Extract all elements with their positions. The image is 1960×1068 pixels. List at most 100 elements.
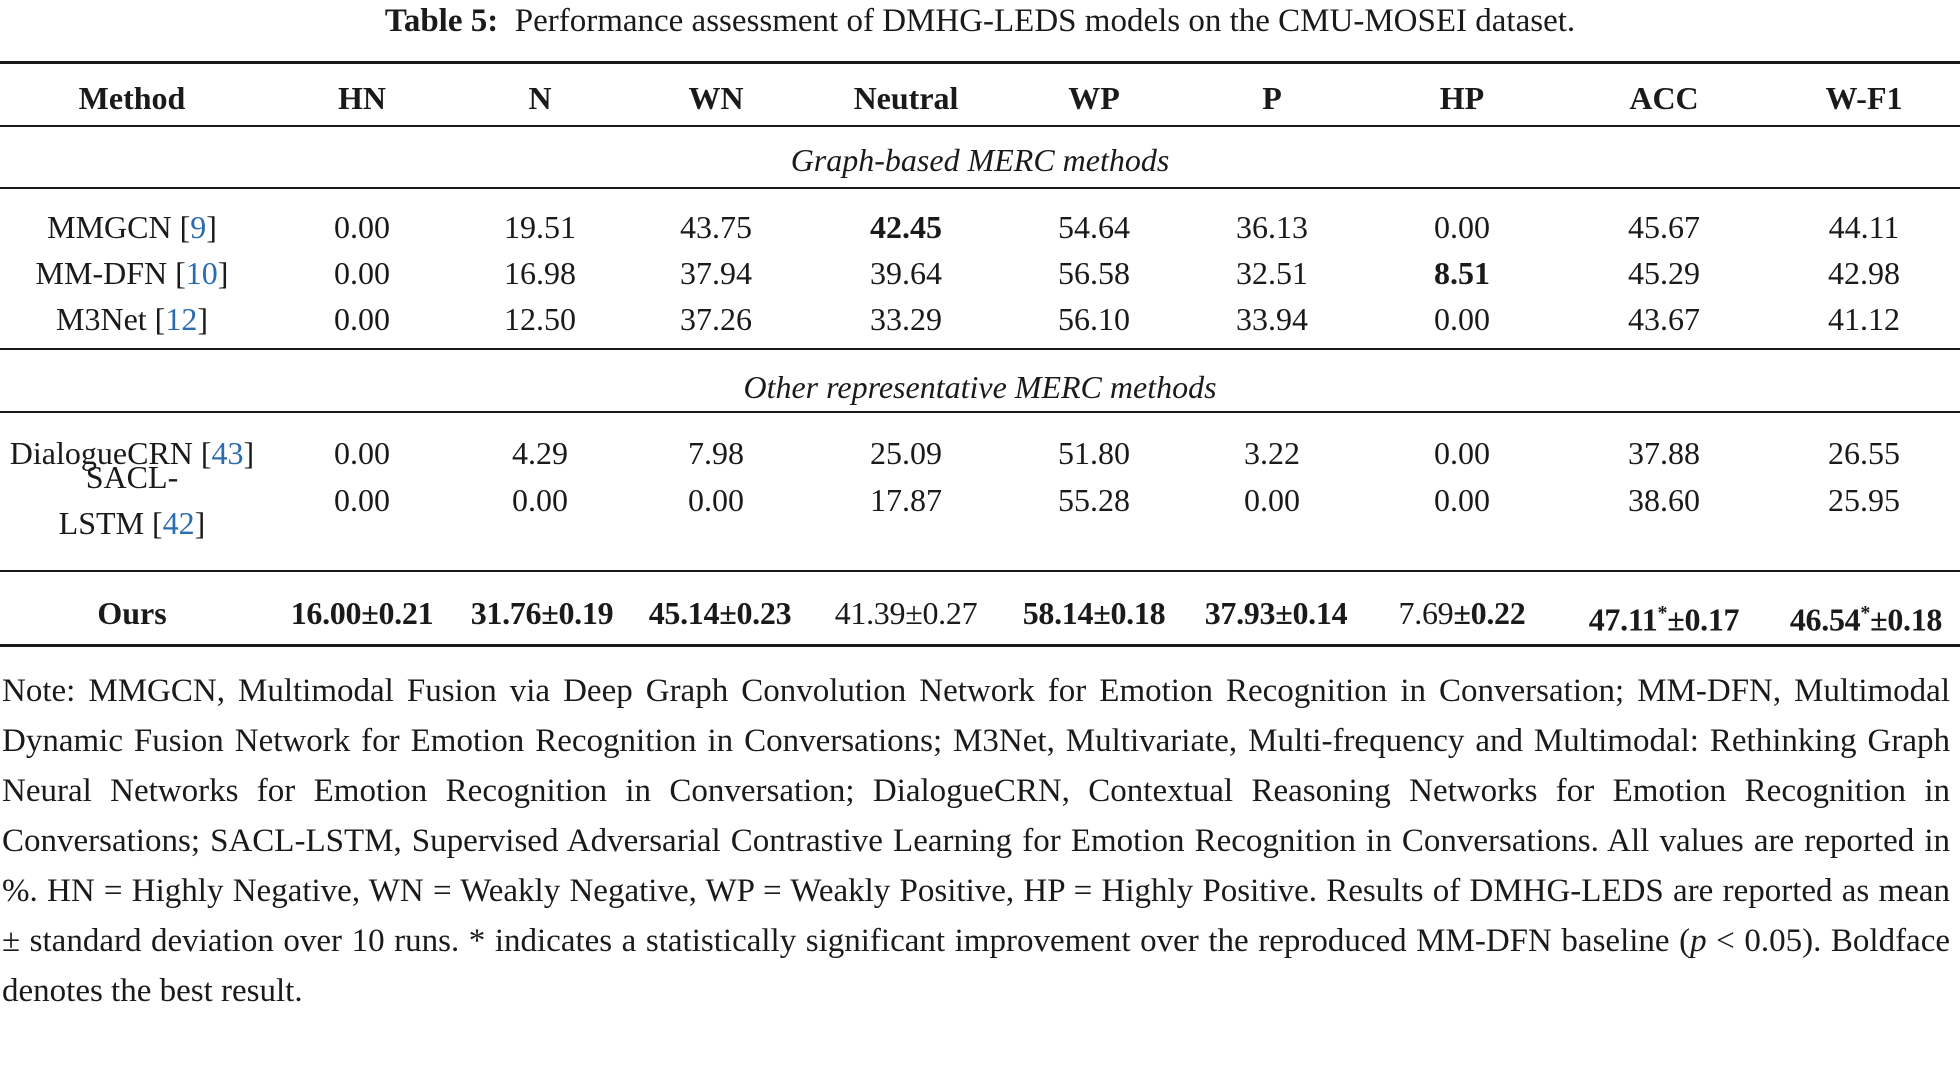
header-hn: HN: [338, 80, 386, 116]
table-cell-w-f1: 41.12: [1828, 301, 1900, 337]
table-cell-p: 0.00: [1244, 482, 1300, 518]
table-caption: Table 5: Performance assessment of DMHG-…: [0, 0, 1960, 44]
method-name-line1: SACL-: [85, 459, 179, 495]
table-cell-hn: 0.00: [334, 482, 390, 518]
table-cell-p: 36.13: [1236, 209, 1308, 245]
table-cell-hp: 0.00: [1434, 301, 1490, 337]
method-name-line2: LSTM [42]: [0, 500, 264, 546]
table-cell-wp: 51.80: [1058, 435, 1130, 471]
ours-std: ±0.18: [1870, 601, 1943, 638]
table-cell-hn: 0.00: [334, 209, 390, 245]
ours-top-rule: [0, 570, 1960, 572]
section-label-1: Graph-based MERC methods: [790, 142, 1170, 178]
table-cell-w-f1: 42.98: [1828, 255, 1900, 291]
significance-star: *: [1657, 602, 1668, 624]
table-cell-n: 4.29: [512, 435, 568, 471]
ours-mean: 16.00: [290, 595, 362, 631]
table-note: Note: MMGCN, Multimodal Fusion via Deep …: [2, 666, 1950, 1016]
table-cell-w-f1: 26.55: [1828, 435, 1900, 471]
ours-cell-n: 31.76±0.19: [442, 590, 642, 636]
ours-cell-hp: 7.69±0.22: [1362, 590, 1562, 636]
table-cell-wn: 37.26: [680, 301, 752, 337]
table-cell-hp: 0.00: [1434, 435, 1490, 471]
table-cell-hn: 0.00: [334, 255, 390, 291]
section-2-rule: [0, 411, 1960, 413]
method-name-text: M3Net [: [56, 301, 166, 337]
header-p: P: [1262, 80, 1282, 116]
method-name-bracket: ]: [217, 255, 229, 291]
ours-cell-acc: 47.11*±0.17: [1564, 590, 1764, 638]
ours-std: ±0.27: [905, 595, 978, 631]
table-cell-wn: 7.98: [688, 435, 744, 471]
header-n: N: [528, 80, 552, 116]
citation-link[interactable]: 9: [190, 209, 207, 245]
method-name-text: MM-DFN [: [35, 255, 186, 291]
method-name: MMGCN [9]: [0, 204, 277, 250]
table-cell-n: 12.50: [504, 301, 576, 337]
ours-std: ±0.22: [1453, 595, 1526, 631]
ours-mean: 46.54: [1789, 601, 1861, 638]
ours-mean: 41.39: [834, 595, 906, 631]
table-cell-w-f1: 44.11: [1828, 209, 1900, 245]
table-cell-hn: 0.00: [334, 301, 390, 337]
table-cell-p: 32.51: [1236, 255, 1308, 291]
top-rule: [0, 61, 1960, 64]
note-text-part1: Note: MMGCN, Multimodal Fusion via Deep …: [2, 673, 1950, 959]
table-cell-acc: 43.67: [1628, 301, 1700, 337]
header-rule: [0, 125, 1960, 127]
ours-cell-p: 37.93±0.14: [1176, 590, 1376, 636]
ours-std: ±0.21: [361, 595, 434, 631]
ours-cell-wn: 45.14±0.23: [620, 590, 820, 636]
section-2-top-rule: [0, 348, 1960, 350]
ours-mean: 58.14: [1022, 595, 1094, 631]
significance-star: *: [1860, 602, 1871, 624]
table-cell-n: 19.51: [504, 209, 576, 245]
method-name-bracket: ]: [194, 505, 206, 541]
method-name: SACL- LSTM [42]: [0, 454, 264, 546]
ours-std: ±0.19: [541, 595, 614, 631]
method-name-bracket: ]: [206, 209, 217, 245]
ours-mean: 47.11: [1588, 601, 1658, 638]
bottom-rule: [0, 644, 1960, 647]
table-cell-wn: 37.94: [680, 255, 752, 291]
method-name: M3Net [12]: [0, 296, 277, 342]
ours-std: ±0.23: [719, 595, 792, 631]
table-cell-neutral: 42.45: [870, 209, 942, 245]
citation-link[interactable]: 12: [165, 301, 198, 337]
ours-std: ±0.17: [1667, 601, 1740, 638]
method-name: DialogueCRN [43]: [0, 430, 277, 476]
table-caption-text: Performance assessment of DMHG-LEDS mode…: [514, 3, 1576, 39]
citation-link[interactable]: 42: [162, 505, 195, 541]
table-cell-acc: 45.29: [1628, 255, 1700, 291]
table-cell-neutral: 39.64: [870, 255, 942, 291]
table-cell-wn: 43.75: [680, 209, 752, 245]
header-acc: ACC: [1629, 80, 1699, 116]
table-cell-wp: 56.58: [1058, 255, 1130, 291]
table-cell-hp: 0.00: [1434, 209, 1490, 245]
citation-link[interactable]: 43: [211, 435, 244, 471]
table-cell-p: 33.94: [1236, 301, 1308, 337]
section-1-rule: [0, 187, 1960, 189]
header-neutral: Neutral: [853, 80, 959, 116]
citation-link[interactable]: 10: [185, 255, 218, 291]
method-name-ours: Ours: [97, 595, 167, 631]
method-name-text: LSTM [: [58, 505, 163, 541]
ours-mean: 7.69: [1398, 595, 1454, 631]
table-cell-wp: 56.10: [1058, 301, 1130, 337]
table-cell-hp: 8.51: [1434, 255, 1490, 291]
table-cell-n: 0.00: [512, 482, 568, 518]
table-cell-neutral: 17.87: [870, 482, 942, 518]
ours-cell-w-f1: 46.54*±0.18: [1766, 590, 1960, 638]
table-cell-wn: 0.00: [688, 482, 744, 518]
header-hp: HP: [1439, 80, 1485, 116]
header-method: Method: [78, 80, 186, 116]
table-cell-acc: 38.60: [1628, 482, 1700, 518]
table-cell-acc: 37.88: [1628, 435, 1700, 471]
ours-mean: 31.76: [470, 595, 542, 631]
header-wp: WP: [1068, 80, 1120, 116]
table-caption-label: Table 5:: [384, 3, 499, 39]
method-name-bracket: ]: [243, 435, 255, 471]
ours-std: ±0.14: [1275, 595, 1348, 631]
table-cell-wp: 54.64: [1058, 209, 1130, 245]
section-label-2: Other representative MERC methods: [743, 369, 1217, 405]
